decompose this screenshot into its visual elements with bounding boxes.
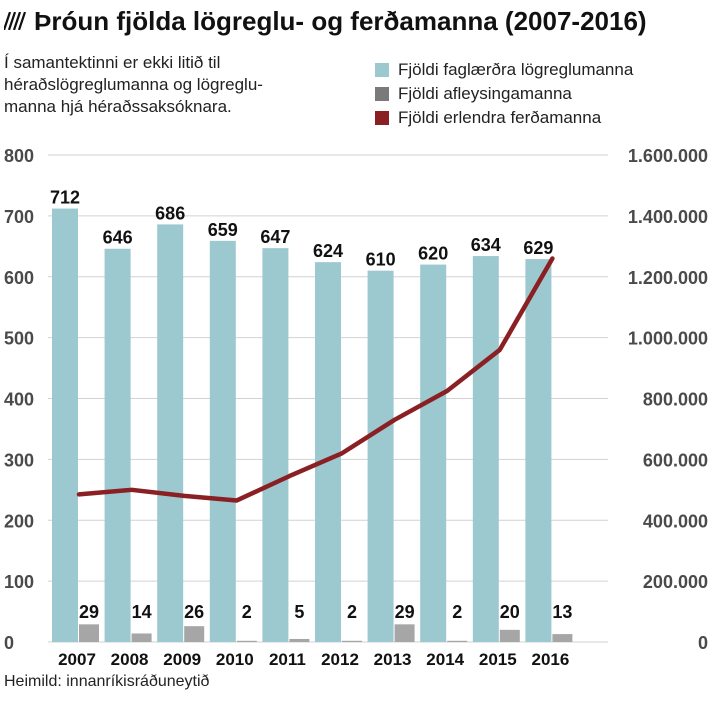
data-label-police: 647 <box>260 227 290 247</box>
data-label-police: 634 <box>471 235 501 255</box>
y-left-tick-label: 200 <box>4 511 34 531</box>
y-left-tick-label: 400 <box>4 390 34 410</box>
bar-substitutes <box>447 640 468 642</box>
data-label-substitutes: 2 <box>242 602 252 622</box>
legend-swatch-substitutes <box>375 87 389 101</box>
y-right-tick-label: 0 <box>698 633 708 653</box>
legend-label: Fjöldi faglærðra lögreglumanna <box>398 60 634 79</box>
legend-swatch-tourists <box>375 111 389 125</box>
bar-police <box>52 208 78 642</box>
y-left-tick-label: 800 <box>4 146 34 166</box>
x-tick-label: 2012 <box>321 650 359 669</box>
data-label-substitutes: 29 <box>395 602 415 622</box>
data-label-police: 620 <box>418 244 448 264</box>
chart: 0 100 200 300 400 500 600 700 800 0 200.000 400.000… <box>4 146 708 669</box>
x-tick-label: 2013 <box>374 650 412 669</box>
legend-label: Fjöldi afleysingamanna <box>398 84 572 103</box>
data-label-police: 624 <box>313 241 343 261</box>
legend-item-tourists: Fjöldi erlendra ferðamanna <box>375 106 633 130</box>
data-label-substitutes: 13 <box>552 602 572 622</box>
data-label-substitutes: 20 <box>500 602 520 622</box>
y-left-tick-label: 700 <box>4 207 34 227</box>
x-tick-label: 2008 <box>111 650 149 669</box>
data-label-substitutes: 29 <box>79 602 99 622</box>
source-note: Heimild: innanríkisráðuneytið <box>4 673 210 690</box>
bar-police <box>209 240 236 642</box>
bar-police <box>367 270 394 642</box>
legend-item-police: Fjöldi faglærðra lögreglumanna <box>375 58 633 82</box>
bar-substitutes <box>289 638 310 642</box>
bar-substitutes <box>184 626 205 642</box>
bar-substitutes <box>552 634 573 642</box>
data-label-substitutes: 26 <box>184 602 204 622</box>
bar-police <box>315 262 341 642</box>
data-label-police: 646 <box>103 228 133 248</box>
data-label-police: 659 <box>208 220 238 240</box>
data-label-substitutes: 2 <box>347 602 357 622</box>
data-label-substitutes: 14 <box>132 602 152 622</box>
chart-title: Þróun fjölda lögreglu- og ferðamanna (20… <box>34 5 647 36</box>
y-right-tick-label: 1.400.000 <box>628 207 708 227</box>
y-right-tick-label: 1.600.000 <box>628 146 708 166</box>
bar-police <box>157 224 184 642</box>
bar-police <box>472 256 499 642</box>
data-label-police: 712 <box>50 188 80 208</box>
line-tourists <box>76 256 555 503</box>
subtitle-line: héraðslögreglumanna og lögreglu- <box>4 75 263 94</box>
subtitle-line: Í samantektinni er ekki litið til <box>4 53 221 72</box>
y-left-tick-label: 500 <box>4 329 34 349</box>
subtitle-line: manna hjá héraðssaksóknara. <box>4 97 232 116</box>
x-tick-label: 2015 <box>479 650 517 669</box>
legend-swatch-police <box>375 63 389 77</box>
bar-substitutes <box>342 640 362 642</box>
y-right-tick-label: 400.000 <box>643 511 708 531</box>
bar-substitutes <box>394 624 415 642</box>
y-right-tick-label: 200.000 <box>643 572 708 592</box>
x-tick-label: 2014 <box>426 650 464 669</box>
x-tick-label: 2011 <box>269 650 306 669</box>
bar-substitutes <box>499 629 520 642</box>
x-tick-label: 2016 <box>531 650 569 669</box>
data-label-police: 610 <box>366 250 396 270</box>
diagonal-stripes-icon <box>4 12 26 30</box>
data-label-police: 686 <box>155 203 185 223</box>
bar-police <box>525 259 552 642</box>
bar-substitutes <box>236 640 257 642</box>
y-left-tick-label: 100 <box>4 572 34 592</box>
y-left-tick-label: 300 <box>4 450 34 470</box>
y-right-tick-label: 800.000 <box>643 390 708 410</box>
chart-subtitle: Í samantektinni er ekki litið til héraðs… <box>4 52 324 118</box>
y-right-tick-label: 1.200.000 <box>628 268 708 288</box>
y-left-tick-label: 0 <box>4 633 14 653</box>
bar-substitutes <box>79 624 99 642</box>
bar-police <box>104 248 131 642</box>
y-left-tick-label: 600 <box>4 268 34 288</box>
bar-police <box>262 248 289 643</box>
y-right-tick-label: 1.000.000 <box>628 329 708 349</box>
y-right-tick-label: 600.000 <box>643 450 708 470</box>
data-label-police: 629 <box>523 238 553 258</box>
title-row: Þróun fjölda lögreglu- og ferðamanna (20… <box>4 4 647 38</box>
legend-item-substitutes: Fjöldi afleysingamanna <box>375 82 633 106</box>
bar-police <box>420 264 447 642</box>
x-tick-label: 2007 <box>58 650 96 669</box>
legend: Fjöldi faglærðra lögreglumanna Fjöldi af… <box>375 58 633 130</box>
data-label-substitutes: 2 <box>452 602 462 622</box>
x-tick-label: 2009 <box>163 650 201 669</box>
legend-label: Fjöldi erlendra ferðamanna <box>398 108 602 127</box>
x-tick-label: 2010 <box>216 650 254 669</box>
bar-substitutes <box>131 633 152 642</box>
data-label-substitutes: 5 <box>294 602 304 622</box>
